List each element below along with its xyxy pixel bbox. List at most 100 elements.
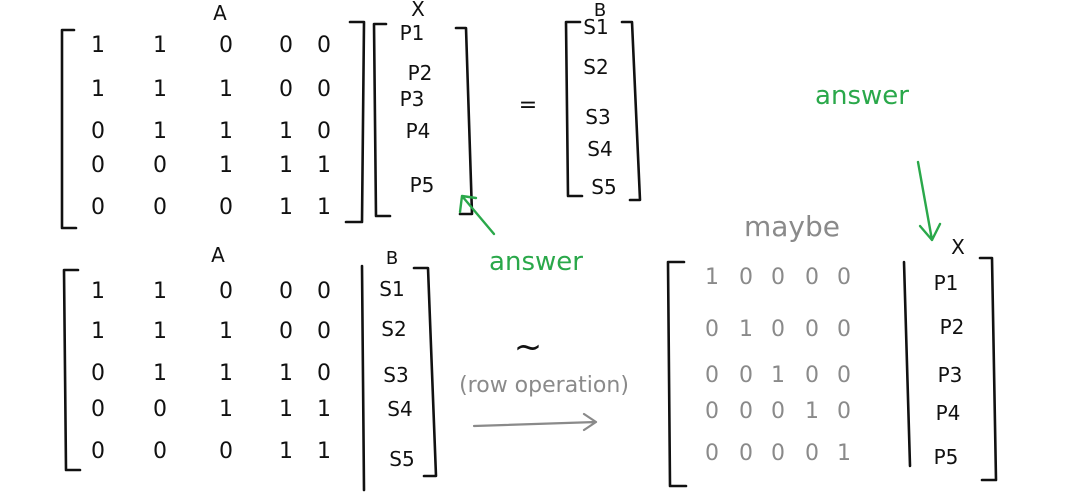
identity-left-bracket [666,260,688,488]
bottom-b-entry-4: S4 [387,397,412,421]
augment-divider [360,264,366,492]
top-answer-note: answer [489,247,583,277]
result-x-entry-2: P2 [940,315,965,339]
top-matrix-cell-r5c2: 0 [153,195,167,220]
top-b-entry-2: S2 [583,55,608,79]
top-vector-b: S1 S2 S3 S4 S5 [583,15,616,199]
top-matrix-left-bracket [60,28,78,230]
identity-cell-r2c3: 0 [771,317,785,342]
top-b-entry-1: S1 [583,15,608,39]
bottom-matrix-cell-r2c4: 0 [279,319,293,344]
top-equation: A 1 1 0 0 01 1 1 0 00 1 1 1 00 0 1 1 10 0 0 1 1 X P1P2P3P4P5… [60,0,642,277]
bottom-matrix-a: 1 1 0 0 01 1 1 0 00 1 1 1 00 0 1 1 10 0 0 1 1 [91,279,331,464]
top-matrix-cell-r1c2: 1 [153,33,167,58]
bottom-matrix-a-label: A [211,243,225,267]
identity-cell-r3c3: 1 [771,363,785,388]
identity-cell-r1c4: 0 [805,265,819,290]
bottom-matrix-cell-r4c3: 1 [219,397,233,422]
result-x-entry-3: P3 [938,363,963,387]
top-answer-arrow [458,194,496,236]
top-matrix-cell-r3c2: 1 [153,119,167,144]
top-matrix-cell-r5c4: 1 [279,195,293,220]
identity-cell-r3c1: 0 [705,363,719,388]
top-matrix-cell-r4c1: 0 [91,153,105,178]
top-matrix-cell-r2c4: 0 [279,77,293,102]
top-matrix-cell-r4c3: 1 [219,153,233,178]
identity-cell-r5c3: 0 [771,441,785,466]
top-matrix-cell-r4c4: 1 [279,153,293,178]
top-x-entry-3: P3 [400,87,425,111]
bottom-matrix-cell-r5c4: 1 [279,439,293,464]
identity-cell-r4c5: 0 [837,399,851,424]
result-vector-x: P1 P2 P3 P4 P5 [934,271,965,469]
result-divider [902,260,912,468]
result-answer-arrow [916,160,942,242]
top-matrix-cell-r5c1: 0 [91,195,105,220]
equals-sign: = [519,93,537,118]
identity-cell-r2c1: 0 [705,317,719,342]
bottom-matrix-cell-r5c1: 0 [91,439,105,464]
bottom-matrix-cell-r4c5: 1 [317,397,331,422]
top-matrix-cell-r1c5: 0 [317,33,331,58]
bottom-matrix-cell-r1c3: 0 [219,279,233,304]
bottom-b-entry-5: S5 [389,447,414,471]
identity-cell-r5c4: 0 [805,441,819,466]
top-matrix-cell-r4c2: 0 [153,153,167,178]
maybe-note: maybe [744,210,840,243]
top-x-entry-5: P5 [410,173,435,197]
result-x-entry-1: P1 [934,271,959,295]
row-operation-label: (row operation) [459,373,629,398]
top-matrix-cell-r4c5: 1 [317,153,331,178]
top-matrix-cell-r5c3: 0 [219,195,233,220]
result-x-entry-5: P5 [934,445,959,469]
bottom-matrix-cell-r5c3: 0 [219,439,233,464]
bottom-matrix-cell-r3c5: 0 [317,361,331,386]
bottom-matrix-cell-r4c4: 1 [279,397,293,422]
bottom-b-entry-1: S1 [379,277,404,301]
bottom-matrix-cell-r2c1: 1 [91,319,105,344]
bottom-matrix-left-bracket [62,268,82,472]
identity-cell-r2c5: 0 [837,317,851,342]
identity-cell-r5c1: 0 [705,441,719,466]
identity-cell-r3c5: 0 [837,363,851,388]
identity-cell-r1c2: 0 [739,265,753,290]
bottom-matrix-cell-r3c4: 1 [279,361,293,386]
identity-cell-r5c5: 1 [837,441,851,466]
top-x-left-bracket [372,22,392,218]
top-matrix-cell-r2c2: 1 [153,77,167,102]
top-matrix-cell-r1c1: 1 [91,33,105,58]
top-matrix-a: 1 1 0 0 01 1 1 0 00 1 1 1 00 0 1 1 10 0 0 1 1 [91,33,331,220]
bottom-matrix-cell-r3c3: 1 [219,361,233,386]
bottom-matrix-cell-r5c5: 1 [317,439,331,464]
identity-cell-r1c1: 1 [705,265,719,290]
top-matrix-cell-r3c4: 1 [279,119,293,144]
identity-cell-r1c5: 0 [837,265,851,290]
identity-cell-r4c2: 0 [739,399,753,424]
top-matrix-cell-r2c1: 1 [91,77,105,102]
top-matrix-cell-r5c5: 1 [317,195,331,220]
top-b-entry-4: S4 [587,137,612,161]
top-x-right-bracket [454,26,474,216]
top-b-entry-5: S5 [591,175,616,199]
identity-cell-r2c2: 1 [739,317,753,342]
top-matrix-right-bracket [344,20,366,224]
identity-cell-r3c4: 0 [805,363,819,388]
bottom-matrix-cell-r2c3: 1 [219,319,233,344]
top-matrix-cell-r1c3: 0 [219,33,233,58]
bottom-matrix-cell-r3c2: 1 [153,361,167,386]
bottom-matrix-cell-r1c5: 0 [317,279,331,304]
top-matrix-cell-r1c4: 0 [279,33,293,58]
bottom-matrix-cell-r2c5: 0 [317,319,331,344]
top-matrix-cell-r3c5: 0 [317,119,331,144]
identity-cell-r4c4: 1 [805,399,819,424]
bottom-b-entry-3: S3 [383,363,408,387]
bottom-matrix-cell-r2c2: 1 [153,319,167,344]
identity-cell-r4c1: 0 [705,399,719,424]
row-operation-arrow [472,412,598,432]
bottom-matrix-cell-r5c2: 0 [153,439,167,464]
bottom-b-entry-2: S2 [381,317,406,341]
top-vector-x-label: X [411,0,425,21]
identity-cell-r2c4: 0 [805,317,819,342]
